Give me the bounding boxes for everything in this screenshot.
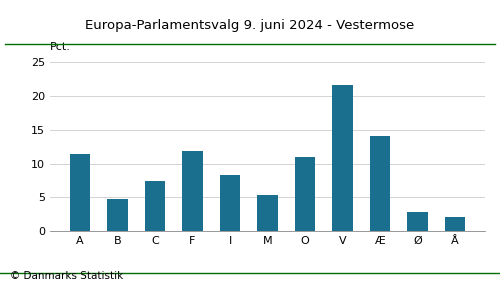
Bar [370,136,390,231]
Bar [444,217,465,231]
Bar [144,181,166,231]
Text: Europa-Parlamentsvalg 9. juni 2024 - Vestermose: Europa-Parlamentsvalg 9. juni 2024 - Ves… [86,19,414,32]
Bar [70,154,90,231]
Bar [332,85,353,231]
Bar [294,157,316,231]
Bar [220,175,240,231]
Bar [108,199,128,231]
Bar [257,195,278,231]
Bar [182,151,203,231]
Text: Pct.: Pct. [50,42,71,52]
Text: © Danmarks Statistik: © Danmarks Statistik [10,271,123,281]
Bar [407,212,428,231]
